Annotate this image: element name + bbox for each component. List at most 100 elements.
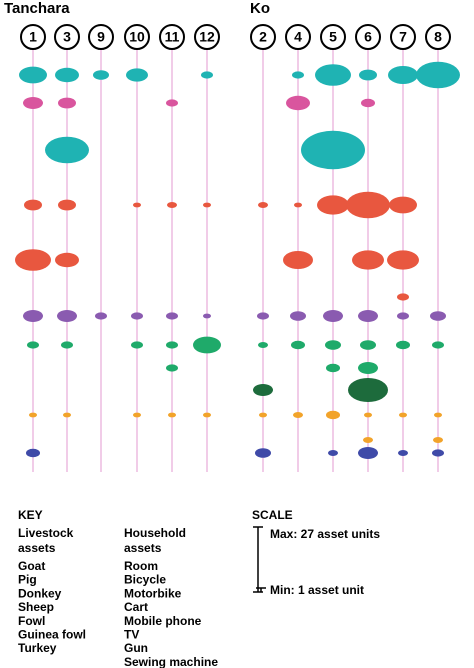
household-id: 11 bbox=[165, 29, 180, 45]
asset-icon bbox=[399, 412, 407, 418]
asset-icon bbox=[346, 191, 390, 219]
key-item: Sheep bbox=[18, 600, 54, 614]
key-item: Turkey bbox=[18, 641, 57, 655]
asset-icon bbox=[358, 447, 378, 459]
asset-icon bbox=[166, 312, 178, 320]
asset-icon bbox=[258, 342, 268, 348]
asset-icon bbox=[326, 410, 340, 420]
asset-icon bbox=[95, 312, 107, 320]
household-id: 10 bbox=[129, 29, 145, 45]
asset-icon bbox=[93, 70, 109, 80]
key-item: Guinea fowl bbox=[18, 628, 86, 642]
asset-icon bbox=[397, 312, 409, 320]
asset-icon bbox=[328, 450, 338, 456]
asset-icon bbox=[166, 99, 178, 107]
asset-icon bbox=[58, 97, 76, 109]
asset-icon bbox=[323, 310, 343, 322]
household-circle bbox=[320, 24, 346, 50]
asset-icon bbox=[358, 310, 378, 322]
key-item: Pig bbox=[18, 573, 37, 587]
asset-icon bbox=[434, 412, 442, 418]
asset-icon bbox=[361, 98, 375, 108]
asset-icon bbox=[45, 136, 89, 164]
asset-icon bbox=[166, 364, 178, 372]
asset-icon bbox=[133, 202, 141, 208]
asset-icon bbox=[201, 71, 213, 79]
household-circle bbox=[194, 24, 220, 50]
asset-icon bbox=[27, 341, 39, 349]
key-item: Gun bbox=[124, 641, 148, 655]
asset-icon bbox=[57, 310, 77, 322]
key-item: TV bbox=[124, 628, 139, 642]
asset-icon bbox=[23, 310, 43, 322]
asset-icon bbox=[166, 341, 178, 349]
household-id: 9 bbox=[97, 29, 105, 45]
household-id: 1 bbox=[29, 29, 37, 45]
asset-icon bbox=[193, 336, 221, 354]
asset-icon bbox=[294, 202, 302, 208]
key-item: Room bbox=[124, 559, 158, 573]
asset-icon bbox=[291, 340, 305, 350]
asset-icon bbox=[168, 412, 176, 418]
household-circle bbox=[124, 24, 150, 50]
household-circle bbox=[390, 24, 416, 50]
asset-icon bbox=[293, 412, 303, 418]
asset-icon bbox=[26, 448, 40, 458]
asset-icon bbox=[63, 412, 71, 418]
household-circle bbox=[355, 24, 381, 50]
asset-icon bbox=[364, 412, 372, 418]
asset-icon bbox=[363, 437, 373, 443]
key-heading: Household assets bbox=[124, 526, 186, 555]
household-circle bbox=[88, 24, 114, 50]
household-circle bbox=[425, 24, 451, 50]
asset-icon bbox=[55, 67, 79, 83]
group-title: Ko bbox=[250, 0, 270, 17]
asset-icon bbox=[398, 450, 408, 456]
asset-icon bbox=[61, 341, 73, 349]
asset-icon bbox=[15, 249, 51, 271]
scale-min: Min: 1 asset unit bbox=[270, 583, 364, 597]
household-circle bbox=[285, 24, 311, 50]
asset-icon bbox=[257, 312, 269, 320]
asset-icon bbox=[24, 199, 42, 211]
asset-icon bbox=[315, 64, 351, 86]
household-id: 7 bbox=[399, 29, 407, 45]
asset-icon bbox=[286, 95, 310, 111]
asset-icon bbox=[430, 311, 446, 321]
asset-icon bbox=[325, 340, 341, 350]
scale-title: SCALE bbox=[252, 508, 293, 522]
asset-icon bbox=[126, 68, 148, 82]
household-circle bbox=[159, 24, 185, 50]
asset-icon bbox=[203, 202, 211, 208]
asset-icon bbox=[283, 251, 313, 269]
asset-icon bbox=[352, 250, 384, 270]
key-item: Motorbike bbox=[124, 586, 182, 600]
household-circle bbox=[250, 24, 276, 50]
asset-icon bbox=[131, 312, 143, 320]
household-id: 5 bbox=[329, 29, 337, 45]
asset-icon bbox=[133, 412, 141, 418]
key-item: Goat bbox=[18, 559, 45, 573]
key-item: Mobile phone bbox=[124, 614, 202, 628]
asset-icon bbox=[19, 66, 47, 84]
asset-icon bbox=[317, 195, 349, 215]
scale-max: Max: 27 asset units bbox=[270, 527, 380, 541]
household-id: 6 bbox=[364, 29, 372, 45]
asset-icon bbox=[259, 412, 267, 418]
key-item: Cart bbox=[124, 600, 148, 614]
household-id: 12 bbox=[199, 29, 215, 45]
asset-icon bbox=[203, 313, 211, 319]
asset-icon bbox=[253, 384, 273, 396]
asset-icon bbox=[23, 97, 43, 109]
asset-icon bbox=[167, 202, 177, 208]
key-heading: Livestock assets bbox=[18, 526, 74, 555]
household-circle bbox=[54, 24, 80, 50]
key-title: KEY bbox=[18, 508, 43, 522]
asset-icon bbox=[358, 362, 378, 374]
asset-icon bbox=[348, 378, 388, 402]
household-id: 2 bbox=[259, 29, 267, 45]
asset-icon bbox=[389, 196, 417, 214]
asset-icon bbox=[388, 66, 418, 84]
household-id: 4 bbox=[294, 29, 302, 45]
asset-icon bbox=[360, 340, 376, 350]
